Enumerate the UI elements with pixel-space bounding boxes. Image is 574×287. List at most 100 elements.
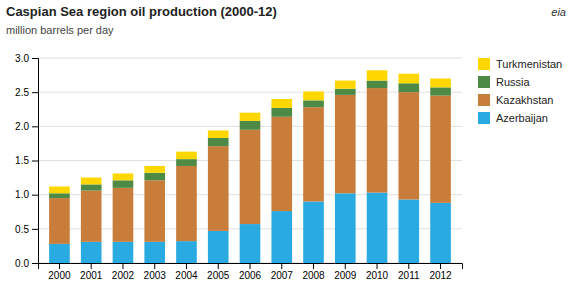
bar — [430, 79, 451, 88]
bar — [49, 193, 70, 198]
tick-label: 2011 — [398, 270, 420, 281]
bar — [303, 91, 324, 100]
x-tick: 2010 — [366, 263, 389, 281]
tick-label: 1.0 — [15, 189, 29, 200]
x-tick: 2007 — [271, 263, 294, 281]
bar — [430, 96, 451, 203]
tick-mark — [281, 263, 282, 269]
tick-label: 2008 — [302, 270, 325, 281]
bar — [398, 199, 419, 263]
bar — [335, 193, 356, 263]
tick-mark — [32, 58, 38, 59]
x-tick: 2000 — [48, 263, 71, 281]
legend-swatch — [478, 112, 490, 124]
bar — [144, 242, 165, 263]
bar — [144, 180, 165, 242]
bar — [144, 166, 165, 173]
chart-container: Caspian Sea region oil production (2000-… — [0, 0, 574, 287]
y-tick: 0.5 — [15, 224, 38, 235]
bar — [367, 70, 388, 80]
series — [49, 81, 451, 199]
x-tick: 2009 — [334, 263, 357, 281]
bar — [271, 117, 292, 211]
bar — [208, 231, 229, 263]
x-tick: 2011 — [398, 263, 420, 281]
legend-item: Turkmenistan — [478, 58, 562, 70]
legend-swatch — [478, 94, 490, 106]
x-tick: 2003 — [144, 263, 167, 281]
tick-label: 2010 — [366, 270, 389, 281]
tick-label: 2000 — [48, 270, 71, 281]
bar — [240, 113, 261, 121]
tick-mark — [377, 263, 378, 269]
axis-line — [32, 59, 39, 264]
tick-mark — [32, 195, 38, 196]
legend-swatch — [478, 76, 490, 88]
tick-mark — [59, 263, 60, 269]
annotation: eia — [551, 6, 566, 18]
x-tick: 2004 — [175, 263, 198, 281]
tick-mark — [32, 263, 38, 264]
tick-label: 0.0 — [15, 258, 29, 269]
legend-label: Azerbaijan — [496, 112, 548, 124]
bar — [303, 100, 324, 107]
tick-mark — [32, 161, 38, 162]
bar — [49, 244, 70, 263]
tick-label: 2006 — [239, 270, 262, 281]
tick-label: 2004 — [175, 270, 198, 281]
bar — [240, 130, 261, 224]
bar — [398, 83, 419, 92]
bar — [367, 193, 388, 263]
bar — [81, 178, 102, 185]
x-tick: 2001 — [80, 263, 103, 281]
axis-line — [39, 264, 463, 270]
grid-line — [38, 58, 462, 59]
bar — [367, 88, 388, 193]
bar — [430, 87, 451, 95]
bar — [430, 203, 451, 263]
bar — [81, 191, 102, 242]
tick-mark — [154, 263, 155, 269]
bar — [271, 108, 292, 117]
tick-mark — [32, 229, 38, 230]
bar — [113, 242, 134, 263]
tick-label: 2009 — [334, 270, 357, 281]
legend-item: Azerbaijan — [478, 112, 548, 124]
bar — [303, 202, 324, 264]
tick-label: 2.5 — [15, 87, 29, 98]
x-tick: 2006 — [239, 263, 262, 281]
bar — [398, 92, 419, 199]
tick-label: 2.0 — [15, 121, 29, 132]
legend: TurkmenistanRussiaKazakhstanAzerbaijan — [478, 58, 562, 124]
tick-label: 2005 — [207, 270, 230, 281]
tick-label: 2001 — [80, 270, 103, 281]
x-tick: 2012 — [429, 263, 452, 281]
bar — [113, 188, 134, 242]
bar — [176, 159, 197, 166]
bars — [49, 70, 451, 263]
tick-label: 2012 — [429, 270, 452, 281]
bar — [81, 242, 102, 263]
tick-label: 1.5 — [15, 155, 29, 166]
bar — [176, 241, 197, 263]
bar — [49, 198, 70, 244]
title: Caspian Sea region oil production (2000-… — [6, 4, 277, 19]
plot: 0.00.51.01.52.02.53.02000200120022003200… — [15, 53, 462, 281]
series — [49, 88, 451, 244]
x-axis: 2000 2001 2002 2003 2004 2005 2006 2007 2008 2009… — [39, 263, 463, 281]
bar — [81, 184, 102, 190]
bar — [208, 146, 229, 231]
bar — [49, 186, 70, 193]
y-tick: 2.0 — [15, 121, 38, 132]
legend-label: Russia — [496, 76, 531, 88]
legend-item: Russia — [478, 76, 531, 88]
grid — [38, 58, 462, 263]
bar — [240, 224, 261, 263]
y-tick: 2.5 — [15, 87, 38, 98]
y-tick: 1.5 — [15, 155, 38, 166]
y-tick: 1.0 — [15, 189, 38, 200]
x-tick: 2002 — [112, 263, 135, 281]
chart-svg: Caspian Sea region oil production (2000-… — [0, 0, 574, 287]
legend-swatch — [478, 58, 490, 70]
x-tick: 2005 — [207, 263, 230, 281]
